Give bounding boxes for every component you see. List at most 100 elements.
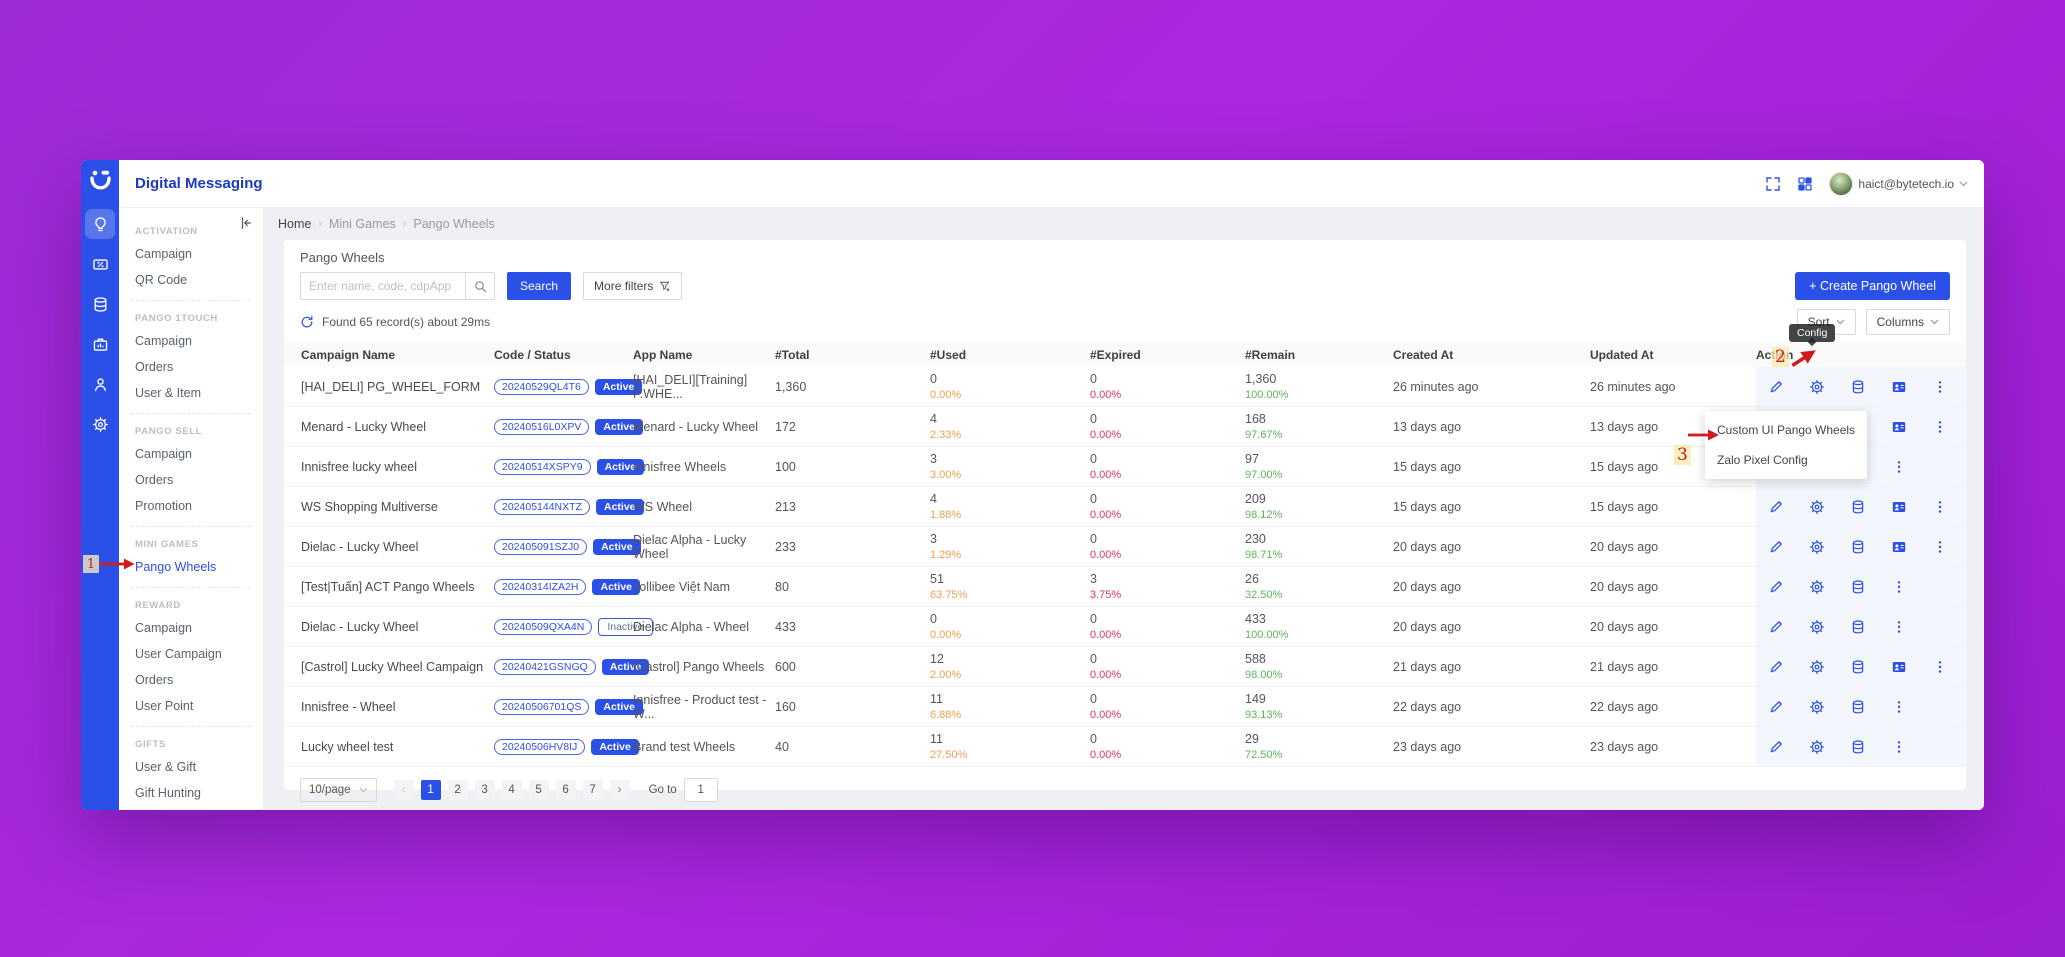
edit-icon[interactable] [1767,738,1784,755]
pagination-page-5[interactable]: 5 [528,780,549,800]
contact-icon[interactable] [1890,498,1907,515]
sidebar-item-user-campaign[interactable]: User Campaign [135,647,222,661]
contact-icon[interactable] [1890,658,1907,675]
data-icon[interactable] [1849,538,1866,555]
pagination-page-2[interactable]: 2 [447,780,468,800]
sidebar-item-campaign[interactable]: Campaign [135,447,192,461]
columns-button[interactable]: Columns [1865,309,1950,335]
config-icon[interactable] [1808,498,1825,515]
more-filters-button[interactable]: More filters [583,272,683,300]
breadcrumb-home[interactable]: Home [278,217,312,231]
column-header--expired: #Expired [1090,348,1141,362]
code-pill: 20240314IZA2H [494,578,587,595]
search-icon[interactable] [465,272,495,300]
goto-page-input[interactable] [683,778,718,802]
config-icon[interactable] [1808,698,1825,715]
edit-icon[interactable] [1767,538,1784,555]
create-pango-wheel-button[interactable]: + Create Pango Wheel [1795,272,1950,300]
config-icon[interactable] [1808,378,1825,395]
sidebar-item-campaign[interactable]: Campaign [135,247,192,261]
user-icon[interactable] [85,369,115,399]
breadcrumb-mini-games[interactable]: Mini Games [329,217,396,231]
gear-icon[interactable] [85,409,115,439]
refresh-icon[interactable] [300,315,314,329]
user-menu[interactable]: haict@bytetech.io [1829,171,1968,196]
page-size-select[interactable]: 10/page [300,778,377,802]
more-icon[interactable] [1931,378,1948,395]
database-icon[interactable] [85,289,115,319]
sidebar-item-campaign[interactable]: Campaign [135,334,192,348]
sidebar-item-user-point[interactable]: User Point [135,699,194,713]
status-badge: Active [601,658,650,675]
more-icon[interactable] [1890,578,1907,595]
sidebar-item-gift-hunting[interactable]: Gift Hunting [135,786,202,800]
briefcase-icon[interactable] [85,329,115,359]
expired-cell: 0 0.00% [1090,691,1122,721]
code-pill: 20240514XSPY9 [494,458,591,475]
edit-icon[interactable] [1767,658,1784,675]
search-input[interactable] [300,272,465,300]
config-icon[interactable] [1808,538,1825,555]
pagination-next[interactable]: › [609,780,630,800]
more-icon[interactable] [1890,738,1907,755]
lightbulb-icon[interactable] [85,209,115,239]
more-icon[interactable] [1890,458,1907,475]
sidebar-item-pango-wheels[interactable]: Pango Wheels [135,560,217,574]
apps-grid-icon[interactable] [1797,176,1813,192]
sidebar-item-orders[interactable]: Orders [135,673,174,687]
edit-icon[interactable] [1767,578,1784,595]
pagination-page-1[interactable]: 1 [420,780,441,800]
menu-item-custom-ui-pango-wheels[interactable]: Custom UI Pango Wheels [1717,423,1856,437]
ticket-percent-icon[interactable] [85,249,115,279]
more-icon[interactable] [1931,498,1948,515]
contact-icon[interactable] [1890,378,1907,395]
more-icon[interactable] [1931,418,1948,435]
pagination-page-7[interactable]: 7 [582,780,603,800]
edit-icon[interactable] [1767,378,1784,395]
more-icon[interactable] [1890,698,1907,715]
sidebar-item-qr-code[interactable]: QR Code [135,273,188,287]
data-icon[interactable] [1849,378,1866,395]
config-icon[interactable] [1808,578,1825,595]
sidebar-item-user-gift[interactable]: User & Gift [135,760,197,774]
sidebar-item-user-item[interactable]: User & Item [135,386,201,400]
pagination-page-3[interactable]: 3 [474,780,495,800]
total-cell: 160 [775,699,796,714]
config-icon[interactable] [1808,658,1825,675]
config-icon[interactable] [1808,618,1825,635]
sidebar-item-orders[interactable]: Orders [135,360,174,374]
remain-cell: 209 98.12% [1245,491,1283,521]
data-icon[interactable] [1849,498,1866,515]
sidebar-divider [131,587,251,588]
sidebar-collapse-icon[interactable] [239,216,253,235]
data-icon[interactable] [1849,578,1866,595]
pagination-prev[interactable]: ‹ [393,780,414,800]
pagination-page-4[interactable]: 4 [501,780,522,800]
menu-item-zalo-pixel-config[interactable]: Zalo Pixel Config [1717,453,1808,467]
used-cell: 12 2.00% [930,651,962,681]
status-badge: Active [594,378,643,395]
data-icon[interactable] [1849,698,1866,715]
fullscreen-icon[interactable] [1765,176,1781,192]
data-icon[interactable] [1849,618,1866,635]
more-icon[interactable] [1890,618,1907,635]
sidebar-item-orders[interactable]: Orders [135,473,174,487]
chevron-down-icon [1836,319,1845,325]
more-icon[interactable] [1931,658,1948,675]
expired-cell: 0 0.00% [1090,651,1122,681]
app-title: Digital Messaging [135,175,263,192]
edit-icon[interactable] [1767,618,1784,635]
contact-icon[interactable] [1890,418,1907,435]
sidebar-item-campaign[interactable]: Campaign [135,621,192,635]
data-icon[interactable] [1849,738,1866,755]
contact-icon[interactable] [1890,538,1907,555]
edit-icon[interactable] [1767,698,1784,715]
search-button[interactable]: Search [507,272,572,300]
more-icon[interactable] [1931,538,1948,555]
sidebar-item-promotion[interactable]: Promotion [135,499,192,513]
edit-icon[interactable] [1767,498,1784,515]
config-icon[interactable] [1808,738,1825,755]
data-icon[interactable] [1849,658,1866,675]
pagination-page-6[interactable]: 6 [555,780,576,800]
total-cell: 172 [775,419,796,434]
